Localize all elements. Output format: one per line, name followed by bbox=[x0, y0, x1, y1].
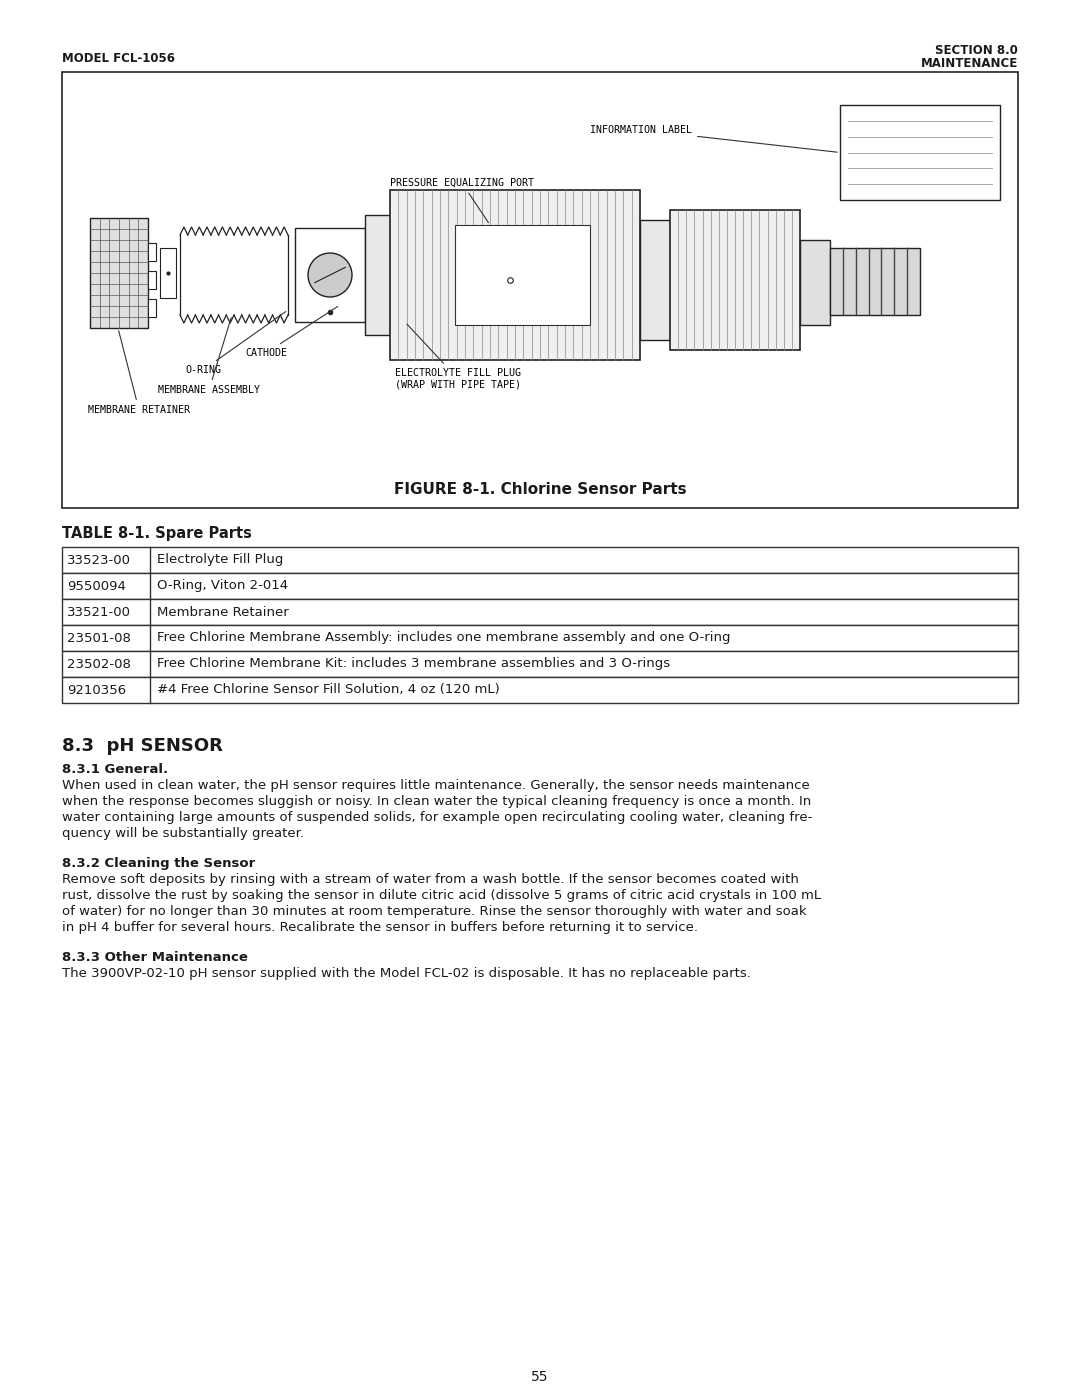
Text: 9550094: 9550094 bbox=[67, 580, 126, 592]
Bar bbox=[62, 651, 1018, 678]
Bar bbox=[800, 240, 831, 326]
Text: 8.3.3 Other Maintenance: 8.3.3 Other Maintenance bbox=[62, 951, 248, 964]
Text: MEMBRANE ASSEMBLY: MEMBRANE ASSEMBLY bbox=[158, 317, 260, 395]
Text: in pH 4 buffer for several hours. Recalibrate the sensor in buffers before retur: in pH 4 buffer for several hours. Recali… bbox=[62, 921, 698, 935]
Text: ELECTROLYTE FILL PLUG
(WRAP WITH PIPE TAPE): ELECTROLYTE FILL PLUG (WRAP WITH PIPE TA… bbox=[395, 324, 521, 390]
Text: quency will be substantially greater.: quency will be substantially greater. bbox=[62, 827, 303, 840]
Bar bbox=[90, 218, 148, 328]
Text: CATHODE: CATHODE bbox=[245, 306, 338, 358]
Text: MEMBRANE RETAINER: MEMBRANE RETAINER bbox=[87, 331, 190, 415]
Text: #4 Free Chlorine Sensor Fill Solution, 4 oz (120 mL): #4 Free Chlorine Sensor Fill Solution, 4… bbox=[157, 683, 500, 697]
Text: Membrane Retainer: Membrane Retainer bbox=[157, 605, 288, 619]
Bar bbox=[831, 249, 920, 314]
Text: When used in clean water, the pH sensor requires little maintenance. Generally, : When used in clean water, the pH sensor … bbox=[62, 780, 810, 792]
Text: 55: 55 bbox=[531, 1370, 549, 1384]
Bar bbox=[640, 219, 670, 339]
Text: 8.3.1 General.: 8.3.1 General. bbox=[62, 763, 168, 775]
Text: Electrolyte Fill Plug: Electrolyte Fill Plug bbox=[157, 553, 283, 567]
Bar bbox=[62, 599, 1018, 624]
Text: 23502-08: 23502-08 bbox=[67, 658, 131, 671]
Text: O-Ring, Viton 2-014: O-Ring, Viton 2-014 bbox=[157, 580, 288, 592]
Bar bbox=[670, 210, 800, 351]
Text: Free Chlorine Membrane Kit: includes 3 membrane assemblies and 3 O-rings: Free Chlorine Membrane Kit: includes 3 m… bbox=[157, 658, 670, 671]
Text: Free Chlorine Membrane Assembly: includes one membrane assembly and one O-ring: Free Chlorine Membrane Assembly: include… bbox=[157, 631, 730, 644]
Text: 33523-00: 33523-00 bbox=[67, 553, 131, 567]
Bar bbox=[148, 243, 156, 261]
Text: 33521-00: 33521-00 bbox=[67, 605, 131, 619]
Bar bbox=[62, 624, 1018, 651]
Text: INFORMATION LABEL: INFORMATION LABEL bbox=[590, 124, 837, 152]
Bar bbox=[148, 271, 156, 289]
Text: The 3900VP-02-10 pH sensor supplied with the Model FCL-02 is disposable. It has : The 3900VP-02-10 pH sensor supplied with… bbox=[62, 967, 751, 981]
Bar bbox=[390, 190, 640, 360]
Text: 8.3  pH SENSOR: 8.3 pH SENSOR bbox=[62, 738, 222, 754]
Text: SECTION 8.0: SECTION 8.0 bbox=[935, 43, 1018, 57]
Text: water containing large amounts of suspended solids, for example open recirculati: water containing large amounts of suspen… bbox=[62, 812, 812, 824]
Bar bbox=[160, 249, 176, 298]
Text: rust, dissolve the rust by soaking the sensor in dilute citric acid (dissolve 5 : rust, dissolve the rust by soaking the s… bbox=[62, 888, 821, 902]
Bar bbox=[455, 225, 590, 326]
Text: 8.3.2 Cleaning the Sensor: 8.3.2 Cleaning the Sensor bbox=[62, 856, 255, 870]
Bar bbox=[295, 228, 365, 321]
Text: of water) for no longer than 30 minutes at room temperature. Rinse the sensor th: of water) for no longer than 30 minutes … bbox=[62, 905, 807, 918]
Text: 9210356: 9210356 bbox=[67, 683, 126, 697]
Text: O-RING: O-RING bbox=[185, 312, 286, 374]
Text: when the response becomes sluggish or noisy. In clean water the typical cleaning: when the response becomes sluggish or no… bbox=[62, 795, 811, 807]
Text: TABLE 8-1. Spare Parts: TABLE 8-1. Spare Parts bbox=[62, 527, 252, 541]
Text: Remove soft deposits by rinsing with a stream of water from a wash bottle. If th: Remove soft deposits by rinsing with a s… bbox=[62, 873, 799, 886]
Text: PRESSURE EQUALIZING PORT: PRESSURE EQUALIZING PORT bbox=[390, 177, 534, 222]
Text: 23501-08: 23501-08 bbox=[67, 631, 131, 644]
Text: FIGURE 8-1. Chlorine Sensor Parts: FIGURE 8-1. Chlorine Sensor Parts bbox=[394, 482, 686, 497]
Bar bbox=[62, 73, 1018, 509]
Bar bbox=[62, 678, 1018, 703]
Bar bbox=[62, 548, 1018, 573]
Bar bbox=[365, 215, 390, 335]
Circle shape bbox=[308, 253, 352, 298]
Text: MODEL FCL-1056: MODEL FCL-1056 bbox=[62, 52, 175, 66]
Bar bbox=[840, 105, 1000, 200]
Bar bbox=[148, 299, 156, 317]
Bar bbox=[62, 573, 1018, 599]
Text: MAINTENANCE: MAINTENANCE bbox=[921, 57, 1018, 70]
